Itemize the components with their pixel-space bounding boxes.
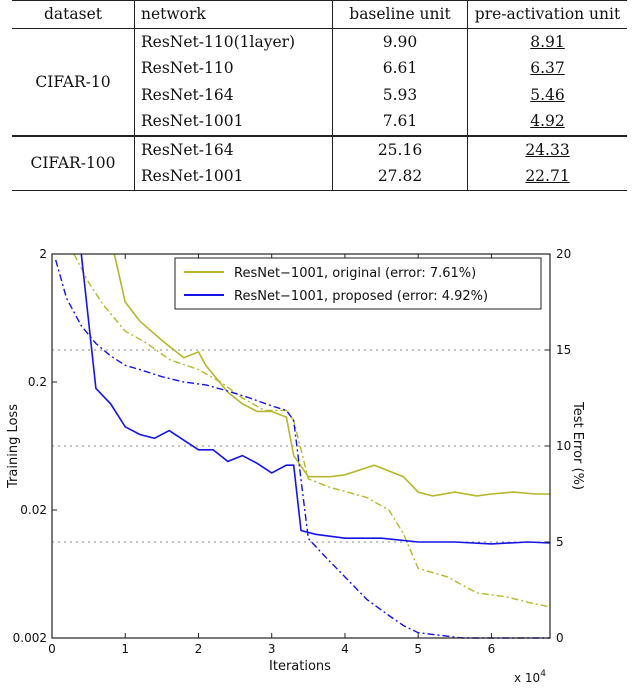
network-cell: ResNet-1001	[134, 108, 333, 136]
table-row: ResNet-164 5.93 5.46	[12, 81, 628, 109]
header-baseline: baseline unit	[332, 0, 468, 28]
dataset-cell: CIFAR-100	[12, 135, 135, 190]
x-tick-label: 3	[268, 642, 276, 656]
dataset-cell: CIFAR-10	[12, 28, 135, 136]
grid-lines	[52, 349, 550, 543]
x-multiplier-exp: 4	[540, 669, 546, 679]
table-row: ResNet-110 6.61 6.37	[12, 55, 627, 82]
results-table-container: dataset network baseline unit pre-activa…	[12, 0, 627, 191]
baseline-cell: 27.82	[332, 163, 468, 190]
series-lines	[55, 253, 551, 639]
legend-box	[174, 257, 542, 310]
y-left-tick-label: 0.2	[28, 375, 47, 389]
preact-cell: 24.33	[468, 136, 628, 164]
x-tick-label: 5	[414, 642, 422, 656]
baseline-cell: 6.61	[332, 55, 468, 82]
preact-value: 6.37	[530, 59, 565, 78]
network-cell: ResNet-110	[134, 55, 333, 82]
y-right-tick-label: 0	[556, 631, 564, 645]
y-left-tick-label: 0.002	[13, 631, 47, 645]
preact-cell: 8.91	[468, 28, 628, 55]
training-loss-line-proposed	[55, 259, 550, 639]
y-axis-left-label: Training Loss	[6, 404, 21, 489]
preact-value: 24.33	[525, 140, 570, 159]
training-loss-line-original	[73, 253, 551, 608]
x-tick-label: 6	[488, 642, 496, 656]
y-right-tick-label: 20	[556, 247, 571, 261]
y-right-tick-label: 5	[556, 535, 564, 549]
legend-label-proposed: ResNet−1001, proposed (error: 4.92%)	[234, 289, 488, 304]
training-curve-chart: 0 1 2 3 4 5 6 2 0.2 0.02 0.002 0 5 10 15 20 Iterations …	[0, 236, 640, 691]
y-left-tick-label: 2	[39, 247, 47, 261]
legend: ResNet−1001, original (error: 7.61%) Res…	[174, 257, 542, 310]
y-right-tick-label: 10	[556, 439, 571, 453]
x-tick-label: 2	[195, 642, 203, 656]
preact-value: 5.46	[530, 85, 565, 104]
table-row: ResNet-1001 27.82 22.71	[12, 163, 627, 190]
table-header-row: dataset network baseline unit pre-activa…	[12, 0, 627, 28]
preact-cell: 22.71	[468, 163, 628, 190]
baseline-cell: 25.16	[332, 135, 468, 163]
preact-cell: 4.92	[468, 108, 628, 136]
network-cell: ResNet-164	[134, 81, 333, 108]
baseline-cell: 7.61	[332, 108, 468, 136]
header-preact: pre-activation unit	[474, 5, 621, 24]
preact-cell: 5.46	[468, 82, 628, 109]
preact-value: 22.71	[525, 167, 570, 186]
baseline-cell: 5.93	[332, 81, 468, 108]
network-cell: ResNet-164	[134, 135, 333, 163]
legend-label-original: ResNet−1001, original (error: 7.61%)	[234, 266, 476, 281]
y-right-tick-label: 15	[556, 343, 571, 357]
network-cell: ResNet-110(1layer)	[134, 28, 333, 55]
table-row: CIFAR-10 ResNet-110(1layer) 9.90 8.91	[12, 28, 628, 136]
header-network: network	[134, 0, 333, 28]
preact-value: 8.91	[530, 32, 565, 51]
plot-frame	[51, 253, 551, 639]
table-row: ResNet-1001 7.61 4.92	[12, 108, 627, 136]
header-dataset: dataset	[12, 0, 135, 28]
preact-cell: 6.37	[468, 55, 628, 82]
results-table: dataset network baseline unit pre-activa…	[12, 0, 627, 191]
x-multiplier-base: x 10	[514, 671, 540, 685]
y-left-tick-label: 0.02	[20, 503, 47, 517]
x-tick-label: 1	[121, 642, 129, 656]
x-tick-label: 0	[48, 642, 56, 656]
x-multiplier: x 104	[514, 669, 546, 685]
network-cell: ResNet-1001	[134, 163, 333, 190]
baseline-cell: 9.90	[332, 28, 468, 55]
test-error-line-proposed	[80, 253, 551, 545]
preact-value: 4.92	[530, 112, 565, 131]
x-tick-label: 4	[341, 642, 349, 656]
test-error-line-original	[113, 253, 550, 497]
y-axis-right-label: Test Error (%)	[570, 401, 585, 490]
x-axis-label: Iterations	[269, 659, 331, 674]
table-row: CIFAR-100 ResNet-164 25.16 24.33	[12, 135, 628, 190]
